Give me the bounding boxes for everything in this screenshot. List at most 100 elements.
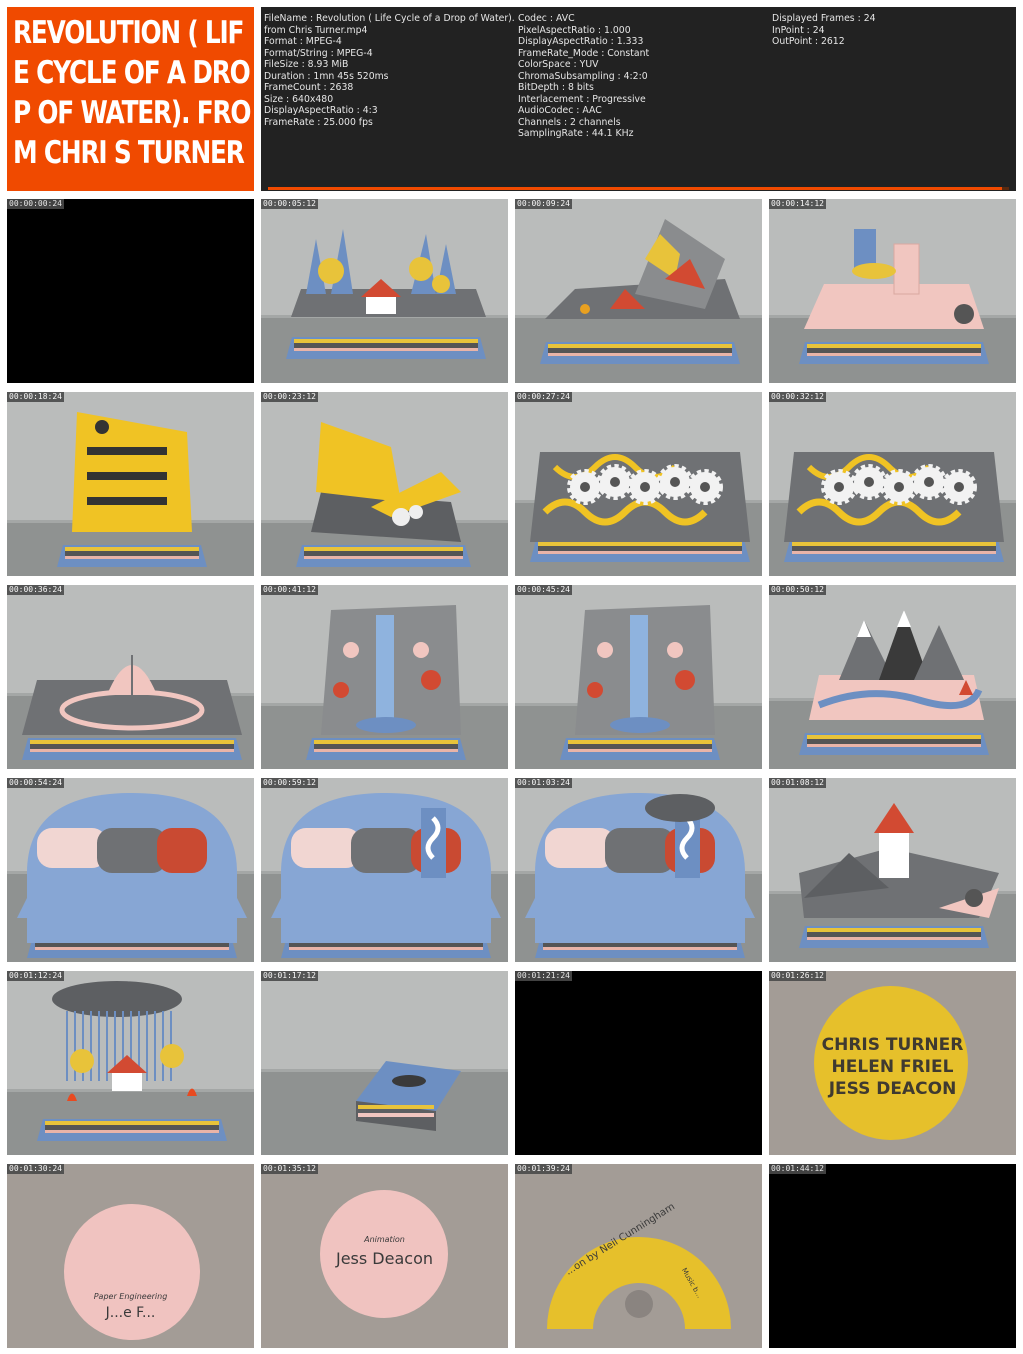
video-thumbnail[interactable]: 00:01:03:24 — [515, 778, 762, 962]
info-line: Interlacement : Progressive — [518, 93, 646, 105]
info-line: Codec : AVC — [518, 13, 575, 24]
video-thumbnail[interactable]: 00:00:27:24 — [515, 392, 762, 576]
info-line: SamplingRate : 44.1 KHz — [518, 128, 634, 139]
info-line: PixelAspectRatio : 1.000 — [518, 24, 631, 36]
video-thumbnail[interactable]: 00:01:12:24 — [7, 971, 254, 1155]
info-line: Format/String : MPEG-4 — [264, 47, 373, 59]
thumbnail-frame-gears — [515, 392, 762, 576]
info-line: DisplayAspectRatio : 4:3 — [264, 105, 378, 116]
video-thumbnail[interactable]: 00:00:00:24 — [7, 199, 254, 383]
info-column-frames: Displayed Frames : 24 InPoint : 24 OutPoin… — [772, 13, 876, 48]
info-line: InPoint : 24 — [772, 24, 825, 36]
thumbnail-timestamp: 00:01:21:24 — [515, 971, 572, 981]
video-thumbnail[interactable]: 00:00:09:24 — [515, 199, 762, 383]
thumbnail-frame-gears — [769, 392, 1016, 576]
timeline-progress-bar — [268, 187, 1009, 190]
info-line: FileSize : 8.93 MiB — [264, 59, 349, 70]
video-title: REVOLUTION ( LIFE CYCLE OF A DROP OF WAT… — [13, 15, 251, 171]
thumbnail-timestamp: 00:01:17:12 — [261, 971, 318, 981]
thumbnail-timestamp: 00:01:30:24 — [7, 1164, 64, 1174]
thumbnail-frame-black — [769, 1164, 1016, 1348]
thumbnail-timestamp: 00:00:23:12 — [261, 392, 318, 402]
thumbnail-timestamp: 00:00:45:24 — [515, 585, 572, 595]
video-thumbnail[interactable]: 00:00:50:12 — [769, 585, 1016, 769]
video-thumbnail[interactable]: 00:01:17:12 — [261, 971, 508, 1155]
thumbnail-frame-black — [515, 971, 762, 1155]
thumbnail-timestamp: 00:00:41:12 — [261, 585, 318, 595]
video-thumbnail[interactable]: 00:01:26:12 CHRIS TURNER HELEN FRIEL JESS D… — [769, 971, 1016, 1155]
credit-text: HELEN FRIEL — [831, 1057, 954, 1077]
video-thumbnail[interactable]: 00:00:54:24 — [7, 778, 254, 962]
video-thumbnail[interactable]: 00:01:44:12 — [769, 1164, 1016, 1348]
credit-text: Paper Engineering — [93, 1292, 168, 1301]
video-thumbnail[interactable]: 00:00:18:24 — [7, 392, 254, 576]
thumbnail-frame-credits-music — [515, 1164, 762, 1348]
info-line: BitDepth : 8 bits — [518, 82, 594, 93]
thumbnail-frame-blue-dome-cloud — [515, 778, 762, 962]
thumbnail-timestamp: 00:01:39:24 — [515, 1164, 572, 1174]
video-thumbnail[interactable]: 00:00:32:12 — [769, 392, 1016, 576]
thumbnail-timestamp: 00:01:44:12 — [769, 1164, 826, 1174]
thumbnail-timestamp: 00:00:18:24 — [7, 392, 64, 402]
thumbnail-frame-credits-animation — [261, 1164, 508, 1348]
thumbnail-timestamp: 00:00:32:12 — [769, 392, 826, 402]
info-column-file: FileName : Revolution ( Life Cycle of a … — [264, 13, 515, 128]
thumbnail-timestamp: 00:00:36:24 — [7, 585, 64, 595]
thumbnail-frame-blue-dome — [7, 778, 254, 962]
info-line: Channels : 2 channels — [518, 116, 621, 128]
video-thumbnail[interactable]: 00:00:45:24 — [515, 585, 762, 769]
thumbnail-timestamp: 00:00:50:12 — [769, 585, 826, 595]
info-line: Format : MPEG-4 — [264, 36, 342, 47]
video-thumbnail[interactable]: 00:01:08:12 — [769, 778, 1016, 962]
thumbnail-frame-waterfall — [261, 585, 508, 769]
credit-text: JESS DEACON — [828, 1079, 957, 1099]
timeline-progress-fill — [268, 187, 1002, 190]
info-line: ColorSpace : YUV — [518, 59, 599, 70]
thumbnail-timestamp: 00:01:12:24 — [7, 971, 64, 981]
info-column-video: Codec : AVC PixelAspectRatio : 1.000 Displ… — [518, 13, 649, 140]
thumbnail-frame-blue-dome-wave — [261, 778, 508, 962]
video-thumbnail[interactable]: 00:00:14:12 — [769, 199, 1016, 383]
media-info-panel: FileName : Revolution ( Life Cycle of a … — [261, 7, 1016, 191]
thumbnail-frame-mountains — [769, 585, 1016, 769]
info-line: ChromaSubsampling : 4:2:0 — [518, 70, 648, 82]
thumbnail-frame-closed-book — [261, 971, 508, 1155]
video-thumbnail[interactable]: 00:01:21:24 — [515, 971, 762, 1155]
thumbnail-frame-black — [7, 199, 254, 383]
thumbnail-timestamp: 00:00:27:24 — [515, 392, 572, 402]
video-thumbnail[interactable]: 00:00:36:24 — [7, 585, 254, 769]
thumbnail-timestamp: 00:01:03:24 — [515, 778, 572, 788]
info-line: Duration : 1mn 45s 520ms — [264, 70, 389, 82]
info-line: FrameCount : 2638 — [264, 82, 354, 93]
thumbnail-frame-credits-yellow — [769, 971, 1016, 1155]
thumbnail-frame-yellow-building-fold — [261, 392, 508, 576]
thumbnail-timestamp: 00:01:08:12 — [769, 778, 826, 788]
info-line: DisplayAspectRatio : 1.333 — [518, 36, 644, 47]
thumbnail-timestamp: 00:00:09:24 — [515, 199, 572, 209]
video-thumbnail[interactable]: 00:00:23:12 — [261, 392, 508, 576]
thumbnail-frame-waterfall — [515, 585, 762, 769]
info-line: OutPoint : 2612 — [772, 36, 845, 47]
credit-text: J...e F... — [105, 1305, 156, 1321]
title-panel: REVOLUTION ( LIFE CYCLE OF A DROP OF WAT… — [7, 7, 254, 191]
video-thumbnail[interactable]: 00:00:59:12 — [261, 778, 508, 962]
thumbnail-timestamp: 00:00:05:12 — [261, 199, 318, 209]
credit-text: Jess Deacon — [335, 1249, 433, 1268]
credit-text: CHRIS TURNER — [821, 1035, 964, 1055]
info-line: from Chris Turner.mp4 — [264, 24, 368, 36]
thumbnail-frame-credits-pink — [7, 1164, 254, 1348]
thumbnail-frame-leaf — [7, 585, 254, 769]
video-thumbnail[interactable]: 00:00:05:12 — [261, 199, 508, 383]
thumbnail-timestamp: 00:00:59:12 — [261, 778, 318, 788]
video-thumbnail[interactable]: 00:00:41:12 — [261, 585, 508, 769]
info-line: Size : 640x480 — [264, 93, 334, 105]
video-thumbnail[interactable]: 00:01:30:24 Paper Engineering J...e F... — [7, 1164, 254, 1348]
video-thumbnail[interactable]: 00:01:35:12 Animation Jess Deacon — [261, 1164, 508, 1348]
thumbnail-frame-yellow-building — [7, 392, 254, 576]
thumbnail-timestamp: 00:00:54:24 — [7, 778, 64, 788]
thumbnail-timestamp: 00:00:14:12 — [769, 199, 826, 209]
thumbnail-timestamp: 00:01:26:12 — [769, 971, 826, 981]
video-thumbnail[interactable]: 00:01:39:24 ...on by Neil Cunningham Music… — [515, 1164, 762, 1348]
thumbnail-frame-forest-fire — [515, 199, 762, 383]
thumbnail-frame-rain-forest — [7, 971, 254, 1155]
